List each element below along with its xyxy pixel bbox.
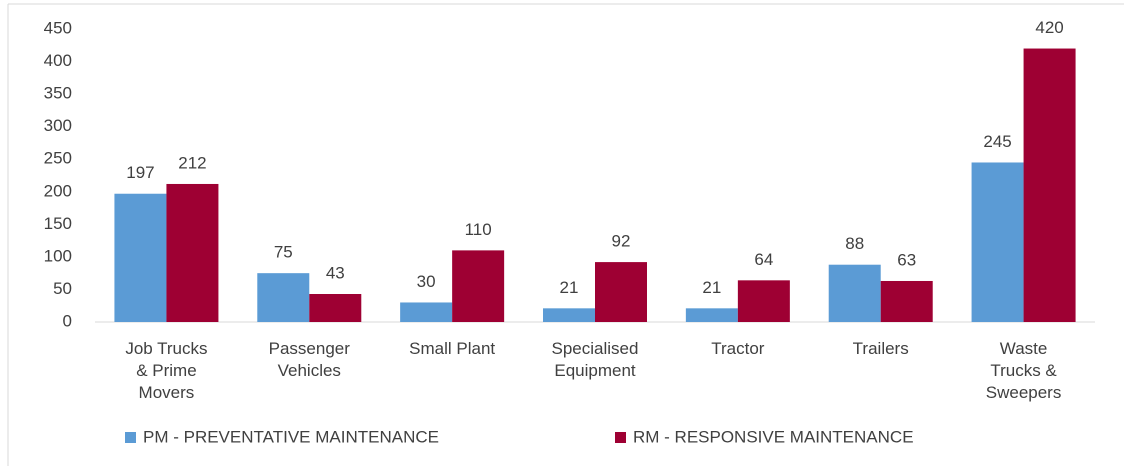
bar bbox=[595, 262, 647, 322]
legend-swatch bbox=[615, 432, 626, 443]
bar bbox=[1023, 48, 1076, 323]
bar bbox=[166, 183, 219, 322]
bar bbox=[309, 294, 362, 322]
bar bbox=[543, 308, 595, 322]
y-tick-label: 250 bbox=[44, 149, 72, 168]
legend-swatch bbox=[125, 432, 136, 443]
bar bbox=[880, 280, 933, 322]
value-label: 30 bbox=[417, 272, 436, 291]
legend-label: RM - RESPONSIVE MAINTENANCE bbox=[633, 427, 914, 446]
value-label: 21 bbox=[560, 278, 579, 297]
bar bbox=[114, 193, 167, 322]
bar bbox=[737, 280, 790, 322]
value-label: 92 bbox=[612, 232, 631, 251]
x-tick-label: Tractor bbox=[711, 339, 765, 358]
legend-label: PM - PREVENTATIVE MAINTENANCE bbox=[143, 427, 439, 446]
value-label: 63 bbox=[897, 250, 916, 269]
bar bbox=[257, 273, 310, 322]
value-label: 64 bbox=[754, 250, 773, 269]
y-tick-label: 50 bbox=[53, 279, 72, 298]
value-label: 21 bbox=[702, 278, 721, 297]
value-label: 43 bbox=[326, 263, 345, 282]
x-tick-label: Passenger Vehicles bbox=[268, 339, 350, 380]
y-tick-label: 200 bbox=[44, 181, 72, 200]
y-tick-label: 400 bbox=[44, 51, 72, 70]
x-tick-label: Trailers bbox=[852, 339, 909, 358]
bar bbox=[971, 162, 1024, 322]
y-tick-label: 300 bbox=[44, 116, 72, 135]
y-tick-label: 150 bbox=[44, 214, 72, 233]
bar bbox=[828, 264, 881, 322]
x-tick-label: Specialised Equipment bbox=[551, 339, 639, 380]
x-tick-label: Waste Trucks & Sweepers bbox=[985, 339, 1062, 402]
value-label: 197 bbox=[126, 163, 154, 182]
bar bbox=[685, 308, 738, 322]
value-label: 88 bbox=[845, 234, 864, 253]
value-label: 245 bbox=[983, 132, 1011, 151]
x-tick-label: Small Plant bbox=[409, 339, 496, 358]
bar bbox=[400, 302, 453, 322]
y-tick-label: 0 bbox=[63, 311, 72, 330]
value-label: 110 bbox=[465, 220, 492, 239]
value-label: 75 bbox=[274, 243, 293, 262]
y-tick-label: 350 bbox=[44, 84, 72, 103]
y-tick-label: 100 bbox=[44, 246, 72, 265]
value-label: 420 bbox=[1035, 18, 1063, 37]
y-tick-label: 450 bbox=[44, 18, 72, 37]
bar bbox=[452, 250, 505, 322]
value-label: 212 bbox=[178, 153, 206, 172]
x-tick-label: Job Trucks & Prime Movers bbox=[125, 339, 208, 402]
